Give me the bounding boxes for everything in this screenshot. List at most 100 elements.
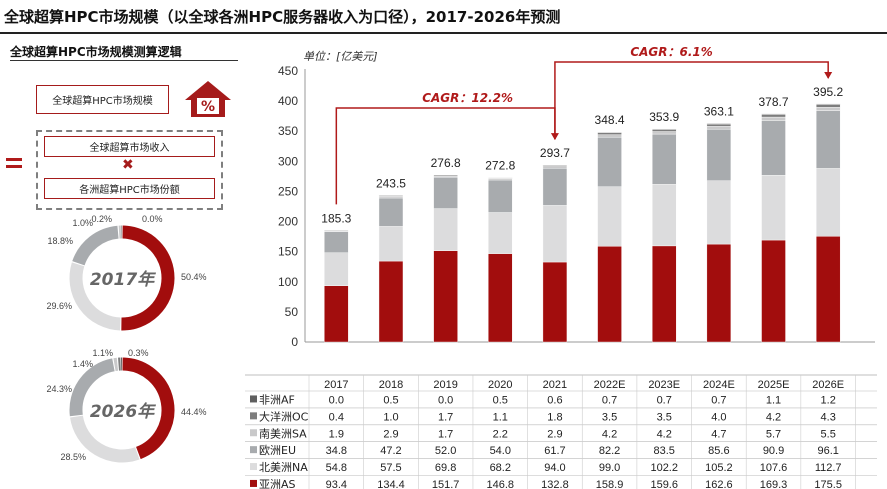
bar-total-label: 363.1 [704,105,734,119]
bar-segment-na [706,180,732,245]
bar-segment-oc [652,129,677,132]
table-cell: 34.8 [326,445,347,457]
bar-segment-sa [706,126,732,130]
bar-total-label: 293.7 [540,146,570,160]
table-cell: 1.9 [329,428,344,440]
table-cell: 4.2 [657,428,672,440]
table-cell: 57.5 [380,462,401,474]
legend-label: 北美洲NA [259,461,308,474]
table-cell: 1.1 [766,394,781,406]
bar-segment-oc [815,104,841,108]
table-cell: 175.5 [814,479,842,489]
bar-segment-as [324,285,349,343]
table-cell: 0.5 [493,394,508,406]
bar-segment-as [815,236,841,343]
bar-segment-as [706,243,732,343]
y-tick-label: 0 [291,335,298,349]
bar-segment-oc [433,175,458,177]
donut-slice-label: 44.4% [181,407,207,417]
table-cell: 85.6 [708,445,729,457]
table-cell: 132.8 [541,479,569,489]
bar-segment-na [488,212,513,254]
bar-segment-na [324,252,349,286]
share-label: 各洲超算HPC市场份额 [79,185,180,196]
donut-slice-label: 24.3% [46,384,72,394]
bar-segment-oc [378,195,404,197]
donut-slice-label: 28.5% [60,452,86,462]
table-cell: 83.5 [654,445,675,457]
legend-label: 大洋洲OC [259,409,309,423]
table-cell: 105.2 [705,462,733,474]
x-tick-label: 2024E [703,379,735,391]
bar-segment-eu [488,179,513,213]
table-cell: 102.2 [650,462,678,474]
x-tick-label: 2025E [758,379,790,391]
table-cell: 0.0 [438,394,453,406]
table-cell: 112.7 [815,462,842,474]
legend-swatch [250,446,257,454]
table-cell: 93.4 [326,479,347,489]
bar-segment-sa [324,230,349,232]
table-cell: 2.2 [493,428,508,440]
donut-slice-eu [72,225,119,266]
x-tick-label: 2026E [812,379,844,391]
cagr-arrowhead [550,133,559,141]
logic-subtitle: 全球超算HPC市场规模测算逻辑 [10,45,182,59]
donut-slice-label: 1.1% [92,348,113,358]
x-tick-label: 2020 [488,379,512,391]
table-cell: 52.0 [435,445,456,457]
bar-total-label: 243.5 [376,176,406,190]
table-cell: 5.7 [766,428,781,440]
table-cell: 94.0 [544,462,565,474]
svg-text:%: % [201,99,215,115]
table-cell: 3.5 [657,411,672,423]
table-cell: 0.7 [602,394,617,406]
bar-segment-sa [378,196,404,199]
bar-segment-oc [488,177,513,179]
donut-slice-na [69,262,121,331]
bar-segment-eu [761,120,786,176]
bar-segment-sa [815,107,841,111]
bar-segment-sa [488,178,513,181]
table-cell: 2.9 [547,428,562,440]
cagr-label: CAGR：12.2% [422,91,513,105]
legend-swatch [250,463,257,471]
bar-segment-na [652,184,677,247]
y-tick-label: 200 [278,215,298,229]
bar-segment-na [815,168,841,237]
table-cell: 107.6 [760,462,788,474]
table-cell: 146.8 [487,479,515,489]
bar-segment-na [761,175,786,241]
donut-slice-na [70,415,140,463]
table-cell: 159.6 [650,479,678,489]
table-cell: 5.5 [821,428,836,440]
bar-segment-na [597,186,622,247]
bar-total-label: 378.7 [759,95,789,109]
bar-segment-af [542,164,568,166]
table-cell: 0.4 [329,411,344,423]
table-cell: 1.7 [438,428,453,440]
donut-slice-label: 50.4% [181,272,207,282]
table-cell: 1.0 [383,411,398,423]
bar-segment-eu [542,168,568,206]
cagr-connector [554,61,829,140]
bar-segment-sa [433,176,458,178]
table-cell: 96.1 [817,445,838,457]
revenue-label: 全球超算市场收入 [89,143,170,154]
donut-center-label: 2026年 [90,402,156,422]
table-cell: 54.0 [490,445,511,457]
table-cell: 47.2 [380,445,401,457]
table-cell: 4.2 [766,411,781,423]
table-cell: 69.8 [435,462,456,474]
table-cell: 134.4 [377,479,405,489]
x-tick-label: 2021 [543,379,567,391]
bar-segment-eu [324,231,349,253]
bar-segment-sa [761,116,786,121]
donut-slice-as [121,225,175,331]
bar-segment-oc [761,114,786,118]
donut-slice-label: 18.8% [47,236,73,246]
legend-swatch [250,395,257,403]
table-cell: 0.7 [711,394,726,406]
bar-segment-oc [597,132,622,135]
y-tick-label: 250 [278,184,298,198]
